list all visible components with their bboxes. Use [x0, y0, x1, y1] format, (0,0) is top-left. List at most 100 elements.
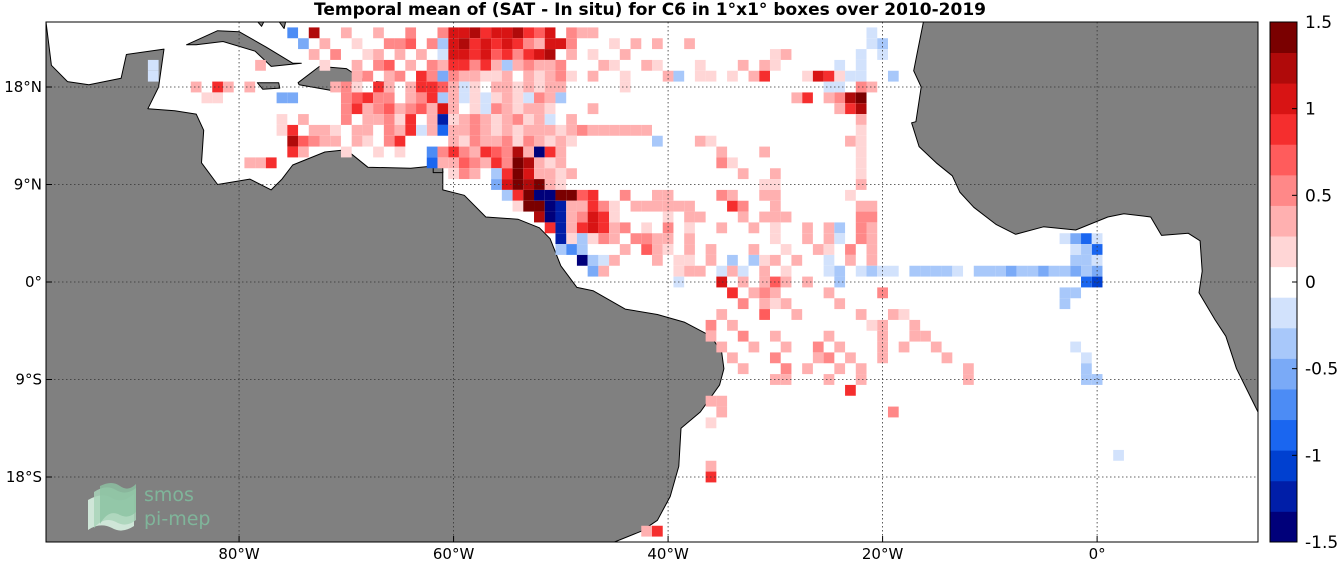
heatmap-cell: [769, 298, 781, 310]
heatmap-cell: [469, 103, 481, 115]
heatmap-cell: [555, 124, 567, 136]
heatmap-cell: [587, 189, 599, 201]
heatmap-cell: [684, 265, 695, 277]
heatmap-cell: [437, 157, 449, 169]
heatmap-cell: [1048, 265, 1060, 277]
land-bahamas-1: [257, 22, 265, 27]
heatmap-cell: [480, 114, 492, 125]
heatmap-cell: [426, 114, 438, 125]
heatmap-cell: [673, 70, 685, 82]
heatmap-cell: [587, 233, 599, 245]
heatmap-cell: [587, 70, 599, 82]
heatmap-cell: [340, 103, 352, 115]
heatmap-cell: [458, 168, 470, 180]
heatmap-cell: [909, 330, 921, 342]
heatmap-cell: [255, 59, 266, 71]
heatmap-cell: [630, 200, 642, 212]
heatmap-cell: [716, 157, 728, 169]
heatmap-cell: [705, 254, 717, 266]
heatmap-cell: [523, 49, 535, 60]
heatmap-cell: [877, 287, 888, 299]
heatmap-cell: [491, 114, 502, 125]
heatmap-cell: [394, 135, 406, 147]
heatmap-cell: [491, 103, 502, 115]
heatmap-cell: [383, 38, 395, 50]
heatmap-cell: [491, 124, 502, 136]
heatmap-cell: [705, 395, 717, 407]
axis-ticks: 80°W 60°W 40°W 20°W 0° 18°N 9°N 0° 9°S 18°S: [4, 78, 1105, 562]
heatmap-cell: [1081, 254, 1092, 266]
heatmap-cell: [394, 124, 406, 136]
heatmap-cell: [1070, 287, 1082, 299]
heatmap-cell: [544, 70, 556, 82]
heatmap-cell: [394, 103, 406, 115]
heatmap-cell: [705, 460, 717, 472]
heatmap-cell: [887, 70, 899, 82]
heatmap-cell: [823, 287, 835, 299]
colorbar-segment: [1270, 113, 1297, 145]
heatmap-cell: [780, 244, 792, 255]
heatmap-cell: [684, 38, 695, 50]
heatmap-cell: [448, 92, 459, 104]
heatmap-cell: [458, 49, 470, 60]
heatmap-cell: [319, 59, 331, 71]
y-tick-label: 9°N: [14, 176, 42, 194]
heatmap-cell: [855, 135, 867, 147]
heatmap-cell: [898, 341, 910, 353]
heatmap-cell: [1081, 265, 1092, 277]
heatmap-cell: [534, 114, 545, 125]
heatmap-cell: [587, 27, 599, 39]
heatmap-cell: [823, 92, 835, 104]
heatmap-cell: [512, 114, 524, 125]
heatmap-cell: [759, 146, 770, 158]
heatmap-cell: [823, 70, 835, 82]
heatmap-cell: [684, 222, 695, 234]
heatmap-cell: [534, 103, 545, 115]
heatmap-cell: [491, 157, 502, 169]
heatmap-cell: [1038, 265, 1049, 277]
heatmap-cell: [834, 233, 846, 245]
heatmap-cell: [684, 211, 695, 223]
heatmap-cell: [652, 189, 663, 201]
heatmap-cell: [652, 135, 663, 147]
heatmap-cell: [576, 222, 588, 234]
heatmap-cell: [501, 59, 513, 71]
heatmap-cell: [652, 254, 663, 266]
heatmap-cell: [351, 38, 363, 50]
heatmap-cell: [641, 244, 652, 255]
heatmap-cell: [287, 27, 299, 39]
heatmap-cell: [705, 319, 717, 331]
heatmap-cell: [576, 189, 588, 201]
heatmap-cell: [1070, 233, 1082, 245]
heatmap-cell: [812, 70, 824, 82]
heatmap-cell: [469, 38, 481, 50]
heatmap-cell: [727, 157, 738, 169]
heatmap-cell: [576, 254, 588, 266]
heatmap-cell: [523, 81, 535, 93]
heatmap-cell: [416, 103, 427, 115]
heatmap-cell: [534, 59, 545, 71]
heatmap-cell: [448, 59, 459, 71]
heatmap-cell: [727, 352, 738, 364]
heatmap-cell: [566, 222, 577, 234]
heatmap-cell: [802, 70, 813, 82]
heatmap-cell: [566, 70, 577, 82]
heatmap-cell: [512, 168, 524, 180]
heatmap-cell: [587, 103, 599, 115]
heatmap-cell: [458, 157, 470, 169]
heatmap-cell: [619, 70, 631, 82]
heatmap-cell: [405, 103, 417, 115]
heatmap-cell: [823, 222, 835, 234]
heatmap-cell: [716, 395, 728, 407]
y-tick-label: 0°: [25, 273, 42, 291]
heatmap-cell: [684, 200, 695, 212]
heatmap-cell: [834, 103, 846, 115]
heatmap-cell: [544, 27, 556, 39]
heatmap-cell: [544, 168, 556, 180]
colorbar-tick-label: 1: [1305, 100, 1316, 120]
heatmap-cell: [480, 135, 492, 147]
heatmap-cell: [383, 114, 395, 125]
heatmap-cell: [834, 276, 846, 288]
heatmap-cell: [995, 265, 1006, 277]
heatmap-cell: [308, 49, 320, 60]
